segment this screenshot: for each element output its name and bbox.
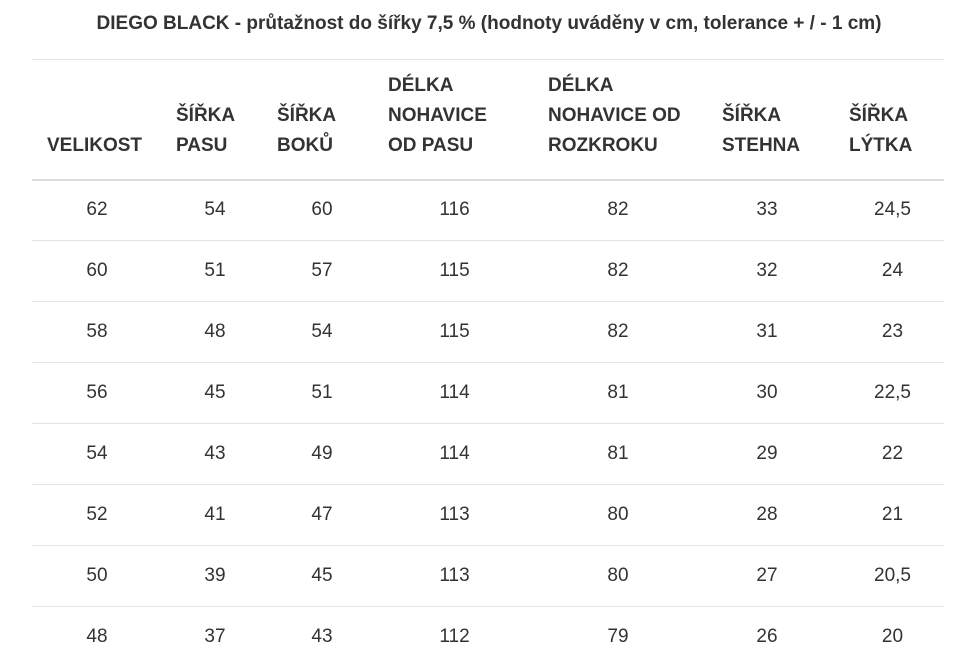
column-header-line: BOKŮ <box>277 134 333 156</box>
table-cell: 43 <box>162 423 268 485</box>
column-header-line: ŠÍŘKA <box>849 104 909 126</box>
column-header-line: NOHAVICE OD <box>548 104 681 126</box>
table-cell: 114 <box>376 423 533 485</box>
table-cell: 80 <box>533 484 703 546</box>
table-cell: 24 <box>831 240 944 302</box>
column-header-line: ŠÍŘKA <box>722 104 782 126</box>
column-header: ŠÍŘKA PASU <box>162 59 268 181</box>
table-cell: 57 <box>268 240 376 302</box>
table-row: 60 51 57 115 82 32 24 <box>32 240 944 302</box>
table-cell: 45 <box>162 362 268 424</box>
table-cell: 23 <box>831 301 944 363</box>
column-header-line: PASU <box>176 134 228 156</box>
table-cell: 21 <box>831 484 944 546</box>
table-cell: 82 <box>533 240 703 302</box>
table-cell: 114 <box>376 362 533 424</box>
table-cell: 47 <box>268 484 376 546</box>
table-row: 56 45 51 114 81 30 22,5 <box>32 362 944 424</box>
table-row: 54 43 49 114 81 29 22 <box>32 423 944 485</box>
table-cell: 115 <box>376 301 533 363</box>
table-cell: 24,5 <box>831 179 944 241</box>
table-row: 58 48 54 115 82 31 23 <box>32 301 944 363</box>
table-cell: 30 <box>703 362 831 424</box>
table-cell: 31 <box>703 301 831 363</box>
table-row: 62 54 60 116 82 33 24,5 <box>32 179 944 241</box>
size-table: VELIKOST ŠÍŘKA PASU ŠÍŘKA BOKŮ DÉLKA NOHAVICE O… <box>32 59 944 668</box>
table-cell: 52 <box>32 484 162 546</box>
column-header-line: OD PASU <box>388 134 474 156</box>
table-cell: 20 <box>881 626 904 648</box>
table-cell: 39 <box>162 545 268 607</box>
table-cell: 81 <box>533 423 703 485</box>
table-cell: 43 <box>311 626 333 648</box>
column-header-line: NOHAVICE <box>388 104 487 126</box>
column-header-line: ŠÍŘKA <box>277 104 337 126</box>
column-header: ŠÍŘKA STEHNA <box>703 59 831 181</box>
column-header: VELIKOST <box>32 59 162 181</box>
column-header-line: VELIKOST <box>47 134 143 156</box>
table-cell: 51 <box>162 240 268 302</box>
table-cell: 51 <box>268 362 376 424</box>
table-row: 48 37 43 112 79 26 20 <box>32 607 944 668</box>
table-cell: 62 <box>32 179 162 241</box>
table-cell: 50 <box>32 545 162 607</box>
table-cell: 54 <box>32 423 162 485</box>
table-cell: 22,5 <box>831 362 944 424</box>
column-header: DÉLKA NOHAVICE OD PASU <box>376 59 533 181</box>
table-cell: 113 <box>376 545 533 607</box>
table-cell: 60 <box>268 179 376 241</box>
table-cell: 113 <box>376 484 533 546</box>
column-header: ŠÍŘKA BOKŮ <box>268 59 376 181</box>
header-row: VELIKOST ŠÍŘKA PASU ŠÍŘKA BOKŮ DÉLKA NOHAVICE O… <box>32 59 944 181</box>
table-cell: 115 <box>376 240 533 302</box>
table-cell: 54 <box>268 301 376 363</box>
column-header-line: DÉLKA <box>388 74 454 96</box>
table-cell: 41 <box>162 484 268 546</box>
table-cell: 45 <box>268 545 376 607</box>
column-header-line: ŠÍŘKA <box>176 104 236 126</box>
table-cell: 60 <box>32 240 162 302</box>
table-cell: 48 <box>162 301 268 363</box>
table-cell: 112 <box>439 626 470 648</box>
table-body: 62 54 60 116 82 33 24,5 60 51 57 115 82 32 24 58 48 54 11… <box>32 179 944 668</box>
table-cell: 81 <box>533 362 703 424</box>
table-cell: 27 <box>703 545 831 607</box>
table-cell: 82 <box>533 179 703 241</box>
table-cell: 32 <box>703 240 831 302</box>
column-header-line: DÉLKA <box>548 74 614 96</box>
table-cell: 33 <box>703 179 831 241</box>
table-cell: 20,5 <box>831 545 944 607</box>
table-cell: 56 <box>32 362 162 424</box>
column-header: DÉLKA NOHAVICE OD ROZKROKU <box>533 59 703 181</box>
table-cell: 116 <box>376 179 533 241</box>
table-row: 52 41 47 113 80 28 21 <box>32 484 944 546</box>
column-header-line: STEHNA <box>722 134 801 156</box>
table-cell: 37 <box>204 626 226 648</box>
table-cell: 26 <box>756 626 778 648</box>
table-cell: 29 <box>703 423 831 485</box>
table-title: DIEGO BLACK - průtažnost do šířky 7,5 % … <box>96 13 882 34</box>
table-row: 50 39 45 113 80 27 20,5 <box>32 545 944 607</box>
column-header: ŠÍŘKA LÝTKA <box>831 59 944 181</box>
table-cell: 49 <box>268 423 376 485</box>
table-cell: 79 <box>607 626 629 648</box>
table-cell: 22 <box>831 423 944 485</box>
table-cell: 48 <box>86 626 108 648</box>
column-header-line: ROZKROKU <box>548 134 658 156</box>
table-cell: 58 <box>32 301 162 363</box>
table-cell: 28 <box>703 484 831 546</box>
table-cell: 54 <box>162 179 268 241</box>
column-header-line: LÝTKA <box>849 134 913 156</box>
table-cell: 80 <box>533 545 703 607</box>
table-cell: 82 <box>533 301 703 363</box>
